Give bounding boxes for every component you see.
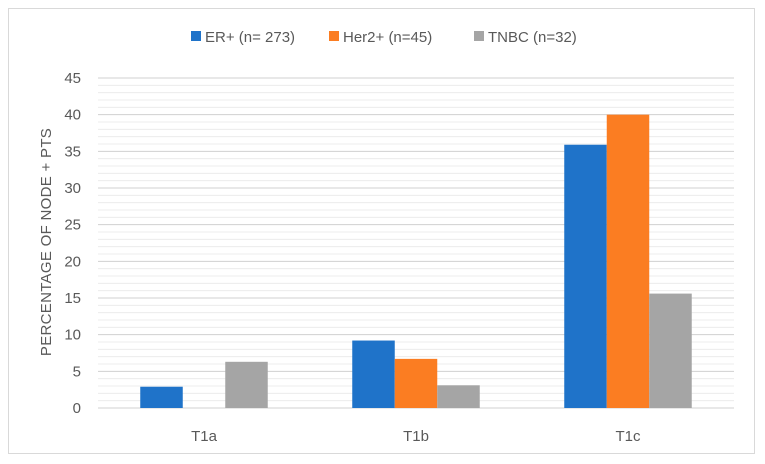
legend-label: Her2+ (n=45) (343, 29, 432, 46)
legend-swatch (474, 31, 484, 41)
bar (394, 358, 438, 408)
bar (606, 114, 650, 409)
y-tick-label: 5 (73, 363, 81, 380)
bars (140, 114, 692, 409)
x-tick-label: T1b (403, 428, 429, 445)
bar (564, 144, 607, 408)
y-tick-label: 35 (64, 143, 81, 160)
bar (649, 293, 692, 408)
x-axis-tick-labels: T1a T1b T1c (191, 428, 641, 445)
y-tick-label: 15 (64, 290, 81, 307)
y-tick-label: 45 (64, 70, 81, 87)
bar (225, 361, 268, 408)
y-tick-label: 25 (64, 217, 81, 234)
legend-swatch (329, 31, 339, 41)
x-tick-label: T1a (191, 428, 218, 445)
legend-swatch (191, 31, 201, 41)
y-tick-label: 40 (64, 107, 81, 124)
y-tick-label: 10 (64, 327, 81, 344)
y-tick-label: 0 (73, 400, 81, 417)
y-axis-tick-labels: 0 5 10 15 20 25 30 35 40 45 (64, 70, 81, 417)
bar (352, 340, 395, 408)
bar (437, 385, 480, 408)
x-tick-label: T1c (615, 428, 641, 445)
bar (140, 386, 183, 408)
legend-label: TNBC (n=32) (488, 29, 577, 46)
legend-label: ER+ (n= 273) (205, 29, 295, 46)
y-axis-title: PERCENTAGE OF NODE + PTS (38, 128, 55, 356)
y-tick-label: 20 (64, 253, 81, 270)
y-tick-label: 30 (64, 180, 81, 197)
legend: ER+ (n= 273) Her2+ (n=45) TNBC (n=32) (191, 29, 577, 46)
